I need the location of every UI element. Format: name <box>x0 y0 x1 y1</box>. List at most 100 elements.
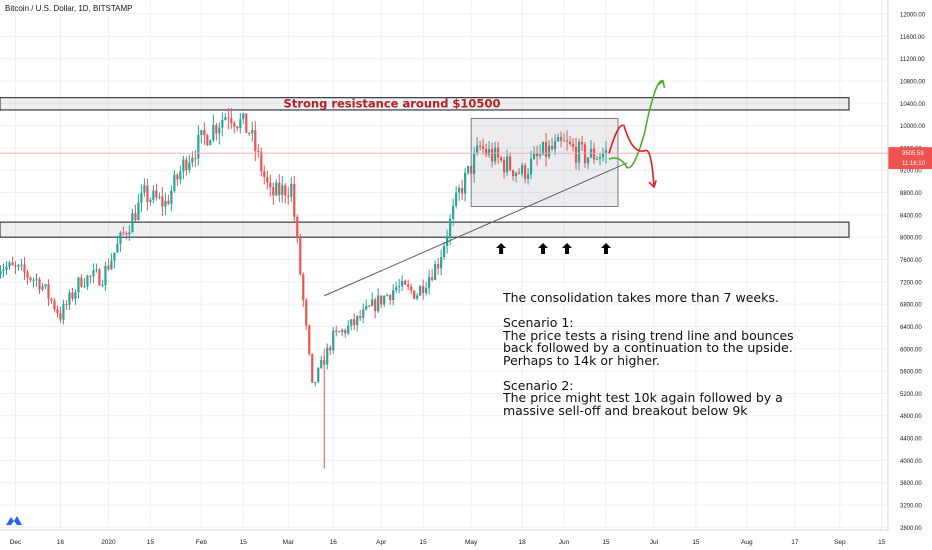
candle-body <box>95 269 98 271</box>
candle-body <box>449 218 452 238</box>
symbol-title: Bitcoin / U.S. Dollar, 1D, BITSTAMP <box>5 4 133 13</box>
candle-body <box>224 117 227 120</box>
axes-layer: 12000.00 11600.00 11200.00 10800.00 10400.00… <box>10 13 932 546</box>
candle-body <box>332 330 335 351</box>
price-tick-label: 11200.00 <box>900 57 925 63</box>
candle-body <box>71 292 74 299</box>
resistance-zone <box>0 97 850 111</box>
candle-body <box>203 130 206 136</box>
candle-body <box>553 141 557 150</box>
time-tick-label: 16 <box>57 539 65 546</box>
time-tick-label: Feb <box>196 539 208 546</box>
candle-body <box>488 149 491 155</box>
candle-body <box>137 202 140 221</box>
candle-body <box>62 304 65 320</box>
price-tick-label: 6000.00 <box>900 347 922 353</box>
candle-body <box>26 272 29 278</box>
candle-body <box>395 287 398 291</box>
candle-body <box>101 285 104 287</box>
candle-body <box>188 162 191 171</box>
candle-body <box>14 265 17 267</box>
candle-body <box>598 157 602 159</box>
candle-body <box>437 264 440 269</box>
note-line: Scenario 2: <box>503 377 574 393</box>
candle-body <box>470 166 473 174</box>
candle-body <box>218 127 221 134</box>
candle-body <box>419 286 422 296</box>
time-tick-label: Dec <box>10 539 22 546</box>
scenario-2-path <box>608 124 655 188</box>
candle-body <box>499 157 503 161</box>
note-line: massive sell-off and breakout below 9k <box>503 402 748 418</box>
candle-body <box>164 200 167 207</box>
candle-body <box>356 316 359 326</box>
price-tick-label: 2800.00 <box>900 526 922 532</box>
candle-body <box>194 158 197 160</box>
candle-body <box>350 319 353 326</box>
candle-body <box>568 141 572 145</box>
candle-body <box>604 150 608 154</box>
candle-body <box>326 347 329 365</box>
candle-body <box>443 245 446 258</box>
price-tick-label: 4400.00 <box>900 437 922 443</box>
candle-body <box>502 160 506 173</box>
candle-body <box>143 185 146 193</box>
candle-body <box>155 190 158 198</box>
candle-body <box>56 309 59 314</box>
candle-body <box>209 140 212 146</box>
candle-body <box>302 274 305 301</box>
candle-body <box>254 130 257 151</box>
candle-body <box>565 140 569 142</box>
price-tick-label: 4800.00 <box>900 414 922 420</box>
up-arrow-icon <box>562 243 573 254</box>
candle-body <box>191 158 194 163</box>
candle-body <box>601 153 605 158</box>
candle-body <box>86 275 89 287</box>
last-price-badge <box>888 147 932 170</box>
candle-body <box>514 172 518 177</box>
candle-body <box>580 141 584 145</box>
candle-body <box>583 144 587 164</box>
candle-body <box>32 279 35 281</box>
candle-body <box>269 182 272 188</box>
candle-body <box>529 158 533 175</box>
tradingview-logo-icon[interactable] <box>5 513 23 527</box>
candle-body <box>89 275 92 277</box>
candle-body <box>245 113 248 133</box>
candle-body <box>50 298 53 301</box>
candle-body <box>23 264 26 273</box>
note-line: Perhaps to 14k or higher. <box>503 352 661 368</box>
candle-body <box>505 156 509 173</box>
price-tick-label: 6800.00 <box>900 303 922 309</box>
candle-body <box>281 185 284 196</box>
candle-body <box>212 125 215 141</box>
candle-body <box>263 171 266 178</box>
candle-body <box>65 304 68 306</box>
candle-body <box>167 200 170 204</box>
time-tick-label: 18 <box>518 539 526 546</box>
time-tick-label: 15 <box>602 539 610 546</box>
candle-body <box>140 192 143 203</box>
candle-body <box>149 199 152 202</box>
candle-body <box>401 280 404 287</box>
candle-body <box>425 287 428 293</box>
candle-body <box>29 277 32 281</box>
candle-body <box>38 279 41 290</box>
candle-body <box>532 153 536 159</box>
zones-layer <box>0 97 850 238</box>
resistance-label: Strong resistance around $10500 <box>284 96 501 110</box>
candle-body <box>386 294 389 296</box>
scenario-1-path-arrowhead <box>656 79 666 88</box>
candle-body <box>251 130 254 134</box>
candle-body <box>320 360 323 369</box>
candle-body <box>242 113 245 120</box>
time-tick-label: Mar <box>283 539 295 546</box>
time-tick-label: 2020 <box>101 539 116 546</box>
candle-body <box>538 154 542 157</box>
candle-body <box>404 280 407 285</box>
candle-body <box>338 331 341 333</box>
consolidation-box <box>470 117 619 207</box>
candle-body <box>68 292 71 305</box>
candle-body <box>473 153 476 174</box>
